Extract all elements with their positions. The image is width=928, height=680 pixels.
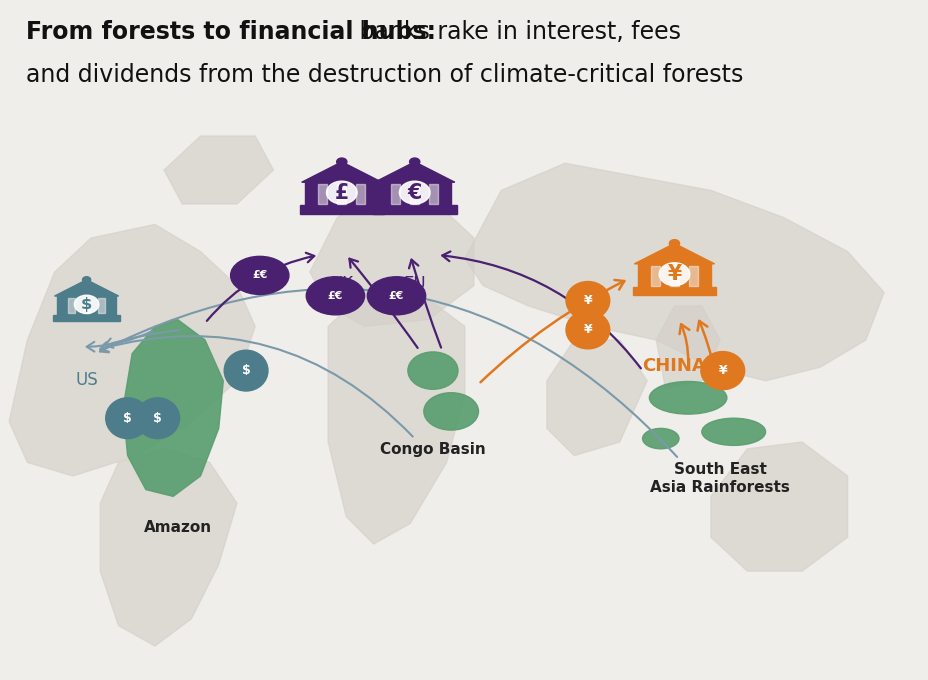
- Bar: [632, 287, 715, 295]
- Ellipse shape: [642, 428, 678, 449]
- Polygon shape: [302, 162, 381, 182]
- Polygon shape: [710, 442, 846, 571]
- Circle shape: [83, 277, 91, 283]
- Circle shape: [659, 262, 689, 286]
- FancyArrowPatch shape: [100, 289, 677, 457]
- FancyArrowPatch shape: [100, 336, 412, 437]
- Text: ¥: ¥: [583, 323, 591, 337]
- Text: UK: UK: [329, 275, 353, 293]
- Ellipse shape: [423, 393, 478, 430]
- Circle shape: [336, 158, 346, 166]
- Circle shape: [409, 158, 419, 166]
- Text: ¥: ¥: [666, 264, 681, 284]
- Text: ¥: ¥: [717, 364, 727, 377]
- Ellipse shape: [407, 352, 458, 389]
- Polygon shape: [374, 162, 455, 182]
- Text: £€: £€: [389, 291, 404, 301]
- Text: EU: EU: [403, 275, 426, 293]
- FancyArrowPatch shape: [86, 331, 152, 352]
- Bar: [300, 205, 383, 214]
- FancyArrowPatch shape: [408, 260, 441, 347]
- Polygon shape: [328, 292, 464, 544]
- FancyArrowPatch shape: [105, 330, 179, 347]
- Circle shape: [399, 181, 430, 204]
- Text: US: US: [75, 371, 97, 388]
- Polygon shape: [310, 190, 473, 326]
- Polygon shape: [634, 243, 714, 264]
- Bar: [391, 184, 400, 204]
- Text: Amazon: Amazon: [144, 520, 212, 535]
- Bar: [410, 184, 419, 204]
- Bar: [429, 184, 438, 204]
- Polygon shape: [547, 340, 647, 456]
- Ellipse shape: [565, 282, 609, 320]
- Ellipse shape: [224, 350, 267, 391]
- Text: $: $: [123, 411, 132, 425]
- Text: $: $: [241, 364, 251, 377]
- Bar: [378, 182, 451, 205]
- Bar: [68, 298, 75, 313]
- Polygon shape: [9, 224, 255, 476]
- Bar: [356, 184, 365, 204]
- Ellipse shape: [230, 256, 289, 294]
- FancyArrowPatch shape: [697, 321, 715, 371]
- Ellipse shape: [701, 418, 765, 445]
- Bar: [53, 315, 120, 321]
- Bar: [638, 264, 710, 287]
- Bar: [689, 266, 697, 286]
- Text: $: $: [153, 411, 161, 425]
- Bar: [318, 184, 327, 204]
- FancyArrowPatch shape: [349, 258, 418, 348]
- Circle shape: [669, 239, 679, 248]
- Polygon shape: [464, 163, 883, 381]
- Bar: [372, 205, 457, 214]
- Ellipse shape: [649, 381, 726, 414]
- Bar: [651, 266, 659, 286]
- Ellipse shape: [106, 398, 149, 439]
- Text: and dividends from the destruction of climate-critical forests: and dividends from the destruction of cl…: [25, 63, 742, 86]
- Circle shape: [74, 295, 98, 313]
- Text: From forests to financial hubs:: From forests to financial hubs:: [25, 20, 435, 44]
- Bar: [305, 182, 378, 205]
- Text: Congo Basin: Congo Basin: [380, 442, 485, 457]
- FancyArrowPatch shape: [480, 280, 624, 382]
- Text: £€: £€: [328, 291, 342, 301]
- Text: $: $: [81, 297, 92, 312]
- Ellipse shape: [367, 277, 425, 315]
- Text: CHINA: CHINA: [642, 357, 705, 375]
- Bar: [669, 266, 678, 286]
- Bar: [98, 298, 105, 313]
- Ellipse shape: [306, 277, 364, 315]
- FancyArrowPatch shape: [678, 324, 689, 361]
- Polygon shape: [122, 320, 223, 496]
- Polygon shape: [100, 449, 237, 646]
- Polygon shape: [164, 136, 273, 204]
- Polygon shape: [55, 279, 119, 296]
- Ellipse shape: [565, 311, 609, 349]
- Bar: [58, 296, 116, 315]
- Bar: [83, 298, 90, 313]
- Text: €: €: [407, 182, 421, 203]
- Ellipse shape: [135, 398, 179, 439]
- Text: banks rake in interest, fees: banks rake in interest, fees: [352, 20, 680, 44]
- Text: £€: £€: [251, 271, 267, 280]
- FancyArrowPatch shape: [207, 253, 314, 321]
- Text: South East
Asia Rainforests: South East Asia Rainforests: [650, 462, 789, 495]
- FancyArrowPatch shape: [442, 252, 640, 369]
- Text: £: £: [334, 182, 349, 203]
- Bar: [337, 184, 346, 204]
- Polygon shape: [655, 306, 719, 388]
- Circle shape: [326, 181, 356, 204]
- Text: ¥: ¥: [583, 294, 591, 307]
- Ellipse shape: [700, 352, 744, 390]
